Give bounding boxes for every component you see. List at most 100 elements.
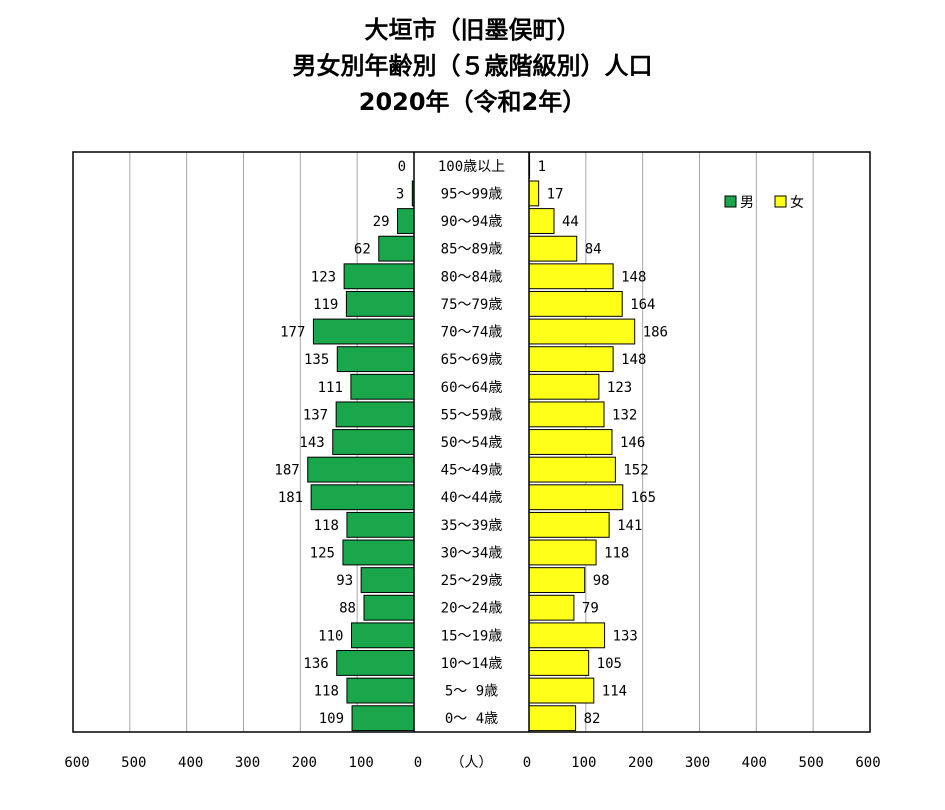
male-value-label: 143 xyxy=(299,435,324,451)
title-line-2: 男女別年齢別（５歳階級別）人口 xyxy=(292,52,653,80)
female-bar xyxy=(528,705,577,732)
male-value-label: 0 xyxy=(398,159,406,175)
male-value-label: 111 xyxy=(318,380,343,396)
female-value-label: 148 xyxy=(621,352,646,368)
female-value-label: 44 xyxy=(562,214,579,230)
age-category-label: 0～ 4歳 xyxy=(445,711,498,727)
chart-title: 大垣市（旧墨俣町） 男女別年齢別（５歳階級別）人口 2020年（令和2年） xyxy=(0,12,945,120)
x-tick-label-left: 200 xyxy=(292,755,317,771)
male-value-label: 109 xyxy=(319,711,344,727)
age-category-label: 90～94歳 xyxy=(441,214,503,230)
labels: 0 1 100歳以上 3 17 95～99歳 29 44 90～94歳 62 84 85～89歳 123… xyxy=(274,159,668,727)
female-value-label: 98 xyxy=(593,573,610,589)
male-bar xyxy=(351,705,415,732)
age-category-label: 5～ 9歳 xyxy=(445,684,498,700)
male-value-label: 3 xyxy=(396,186,404,202)
age-category-label: 70～74歳 xyxy=(441,325,503,341)
female-value-label: 123 xyxy=(607,380,632,396)
male-bar xyxy=(363,594,415,621)
age-category-label: 85～89歳 xyxy=(441,242,503,258)
plot-border xyxy=(72,151,871,733)
male-value-label: 187 xyxy=(274,463,299,479)
age-category-label: 20～24歳 xyxy=(441,601,503,617)
female-bar xyxy=(528,318,636,345)
female-bar xyxy=(528,263,614,290)
female-value-label: 82 xyxy=(584,711,601,727)
male-value-label: 62 xyxy=(354,242,371,258)
female-bar xyxy=(528,456,616,483)
age-category-label: 50～54歳 xyxy=(441,435,503,451)
x-tick-label-right: 100 xyxy=(571,755,596,771)
male-value-label: 119 xyxy=(313,297,338,313)
female-value-label: 141 xyxy=(617,518,642,534)
male-value-label: 110 xyxy=(318,628,343,644)
legend-label-female: 女 xyxy=(790,194,804,211)
male-bar xyxy=(350,622,415,649)
unit-label: （人） xyxy=(451,755,493,771)
title-line-1: 大垣市（旧墨俣町） xyxy=(364,16,581,44)
male-bar xyxy=(342,539,415,566)
male-value-label: 135 xyxy=(304,352,329,368)
male-bar xyxy=(346,511,415,538)
female-bar xyxy=(528,401,605,428)
male-value-label: 118 xyxy=(314,684,339,700)
title-line-3: 2020年（令和2年） xyxy=(358,88,587,116)
male-bar xyxy=(310,484,415,511)
female-bar xyxy=(528,594,575,621)
female-value-label: 17 xyxy=(547,186,564,202)
female-bar xyxy=(528,539,597,566)
female-value-label: 1 xyxy=(538,159,546,175)
x-tick-label-right: 300 xyxy=(685,755,710,771)
x-tick-label-right: 600 xyxy=(855,755,880,771)
bars xyxy=(307,152,636,732)
x-tick-label-left: 100 xyxy=(349,755,374,771)
age-category-label: 45～49歳 xyxy=(441,463,503,479)
male-bar xyxy=(350,373,415,400)
male-value-label: 125 xyxy=(310,545,335,561)
female-value-label: 133 xyxy=(613,628,638,644)
male-bar xyxy=(397,208,415,234)
female-value-label: 148 xyxy=(621,269,646,285)
female-value-label: 84 xyxy=(585,242,602,258)
age-category-label: 30～34歳 xyxy=(441,545,503,561)
age-category-label: 55～59歳 xyxy=(441,407,503,423)
age-category-label: 10～14歳 xyxy=(441,656,503,672)
male-value-label: 29 xyxy=(373,214,390,230)
female-value-label: 165 xyxy=(631,490,656,506)
age-category-label: 80～84歳 xyxy=(441,269,503,285)
female-value-label: 132 xyxy=(612,407,637,423)
male-bar xyxy=(312,318,415,345)
male-bar xyxy=(343,263,415,290)
female-value-label: 118 xyxy=(604,545,629,561)
legend-swatch-female xyxy=(774,195,787,208)
male-bar xyxy=(345,290,415,317)
female-value-label: 146 xyxy=(620,435,645,451)
female-bar xyxy=(528,290,623,317)
male-value-label: 136 xyxy=(303,656,328,672)
age-category-label: 60～64歳 xyxy=(441,380,503,396)
female-value-label: 105 xyxy=(597,656,622,672)
age-category-label: 75～79歳 xyxy=(441,297,503,313)
female-value-label: 152 xyxy=(623,463,648,479)
female-value-label: 186 xyxy=(643,325,668,341)
female-bar xyxy=(528,567,586,594)
male-bar xyxy=(336,346,415,373)
age-category-label: 15～19歳 xyxy=(441,628,503,644)
age-category-label: 65～69歳 xyxy=(441,352,503,368)
age-category-label: 25～29歳 xyxy=(441,573,503,589)
female-bar xyxy=(528,677,595,704)
x-tick-label-right: 400 xyxy=(742,755,767,771)
x-tick-label-right: 500 xyxy=(799,755,824,771)
x-tick-label-left: 0 xyxy=(414,755,422,771)
female-bar xyxy=(528,346,614,373)
male-bar xyxy=(332,429,415,455)
male-value-label: 88 xyxy=(339,601,356,617)
legend: 男女 xyxy=(724,194,804,211)
male-bar xyxy=(378,235,415,262)
x-tick-label-right: 0 xyxy=(523,755,531,771)
female-bar xyxy=(528,484,624,511)
female-bar xyxy=(528,650,590,676)
axes: 0 0 100 100 200 200 300 300 400 400 500 500 600 600 （人… xyxy=(64,151,881,771)
age-category-label: 100歳以上 xyxy=(438,159,505,175)
